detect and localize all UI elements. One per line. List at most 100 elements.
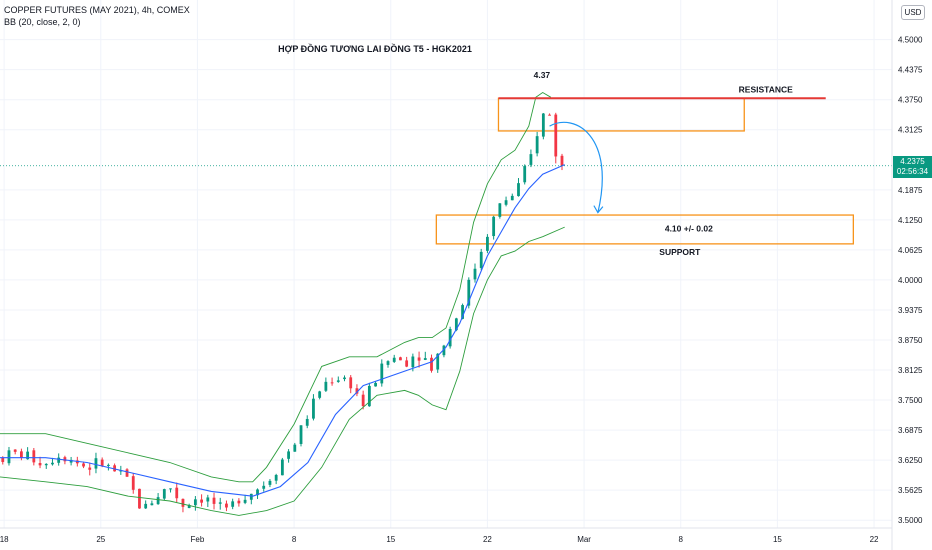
candle-body	[280, 459, 284, 476]
resistance-zone	[497, 97, 745, 132]
candle-body	[361, 394, 365, 407]
y-tick-label: 3.6250	[898, 456, 923, 465]
y-tick-label: 4.0000	[898, 276, 923, 285]
candle-body	[138, 488, 141, 509]
candle-body	[504, 200, 508, 205]
x-tick-label: 22	[870, 535, 879, 544]
candle-body	[287, 451, 290, 459]
candle-body	[249, 493, 253, 500]
candle-body	[38, 463, 42, 466]
currency-badge[interactable]: USD	[901, 5, 925, 20]
candle-body	[200, 499, 203, 503]
candle-body	[156, 497, 160, 505]
candle-body	[94, 458, 98, 469]
candle-body	[374, 382, 377, 387]
x-tick-label: 22	[483, 535, 492, 544]
candle-body	[193, 499, 197, 506]
y-tick-label: 3.5625	[898, 486, 923, 495]
candle-body	[7, 450, 11, 464]
candle-body	[343, 377, 346, 380]
candle-body	[417, 357, 421, 361]
candle-body	[442, 345, 446, 356]
candle-body	[405, 360, 409, 367]
candle-body	[243, 499, 247, 503]
candlestick-series	[1, 112, 564, 513]
candle-body	[498, 203, 502, 217]
candle-body	[336, 380, 340, 382]
candle-body	[256, 489, 259, 496]
chart-grid	[0, 0, 892, 528]
y-tick-label: 4.1875	[898, 186, 923, 195]
candle-body	[305, 418, 309, 426]
candle-body	[106, 464, 110, 466]
candle-body	[318, 391, 322, 398]
y-tick-label: 4.3125	[898, 126, 923, 135]
y-tick-label: 3.8750	[898, 336, 923, 345]
candle-body	[88, 467, 92, 470]
candle-body	[131, 476, 135, 490]
y-tick-label: 4.5000	[898, 36, 923, 45]
y-tick-label: 3.6875	[898, 426, 923, 435]
candle-body	[144, 503, 148, 509]
candle-body	[274, 474, 278, 481]
current-price-value: 4.2375	[900, 157, 925, 166]
candle-body	[125, 469, 129, 477]
y-tick-label: 3.7500	[898, 396, 923, 405]
candle-body	[330, 382, 334, 384]
candle-body	[473, 268, 477, 280]
candle-body	[82, 463, 85, 467]
x-tick-label: 8	[292, 535, 297, 544]
x-tick-label: 15	[386, 535, 395, 544]
candle-body	[268, 480, 272, 485]
candle-body	[541, 113, 545, 137]
candle-body	[206, 497, 210, 502]
candle-body	[113, 465, 117, 472]
candle-body	[423, 358, 427, 360]
bollinger-bands	[0, 91, 565, 516]
candle-body	[26, 451, 30, 460]
indicator-title[interactable]: BB (20, close, 2, 0)	[4, 17, 81, 27]
y-tick-label: 4.1250	[898, 216, 923, 225]
y-tick-label: 4.0625	[898, 246, 923, 255]
resistance-label: RESISTANCE	[739, 84, 793, 94]
candle-body	[218, 502, 222, 504]
candle-body	[386, 361, 390, 365]
candle-body	[187, 505, 191, 509]
candle-body	[299, 425, 303, 444]
candle-body	[100, 459, 104, 466]
candle-body	[13, 449, 17, 452]
annotation-overlays: 4.37 RESISTANCE 4.10 +/- 0.02 SUPPORT	[0, 70, 892, 257]
bar-countdown: 02:56:34	[896, 167, 929, 176]
support-zone	[435, 214, 854, 245]
support-label: SUPPORT	[659, 247, 701, 257]
candle-body	[436, 353, 440, 370]
candle-body	[162, 489, 166, 499]
candle-body	[20, 451, 23, 458]
candle-body	[399, 357, 402, 361]
candle-body	[262, 485, 266, 489]
candle-body	[492, 216, 496, 237]
candle-body	[560, 155, 564, 166]
candle-body	[479, 251, 483, 268]
candle-body	[69, 459, 73, 463]
candle-body	[293, 444, 297, 452]
y-tick-label: 4.3750	[898, 96, 923, 105]
symbol-title[interactable]: COPPER FUTURES (MAY 2021), 4h, COMEX	[4, 5, 190, 15]
forecast-arrowhead	[593, 205, 604, 214]
candle-body	[454, 318, 458, 331]
bb-lower-band	[0, 226, 565, 516]
candle-body	[554, 114, 558, 157]
x-tick-label: 25	[96, 535, 105, 544]
x-tick-label: Mar	[577, 535, 591, 544]
candle-body	[324, 381, 328, 391]
candle-body	[312, 398, 315, 419]
y-tick-label: 3.8125	[898, 366, 923, 375]
candle-body	[523, 166, 527, 183]
candle-body	[169, 488, 172, 490]
chart-title: HỢP ĐỒNG TƯƠNG LAI ĐỒNG T5 - HGK2021	[278, 43, 472, 54]
candle-body	[430, 357, 433, 371]
candle-body	[150, 503, 154, 506]
candle-body	[349, 377, 353, 389]
